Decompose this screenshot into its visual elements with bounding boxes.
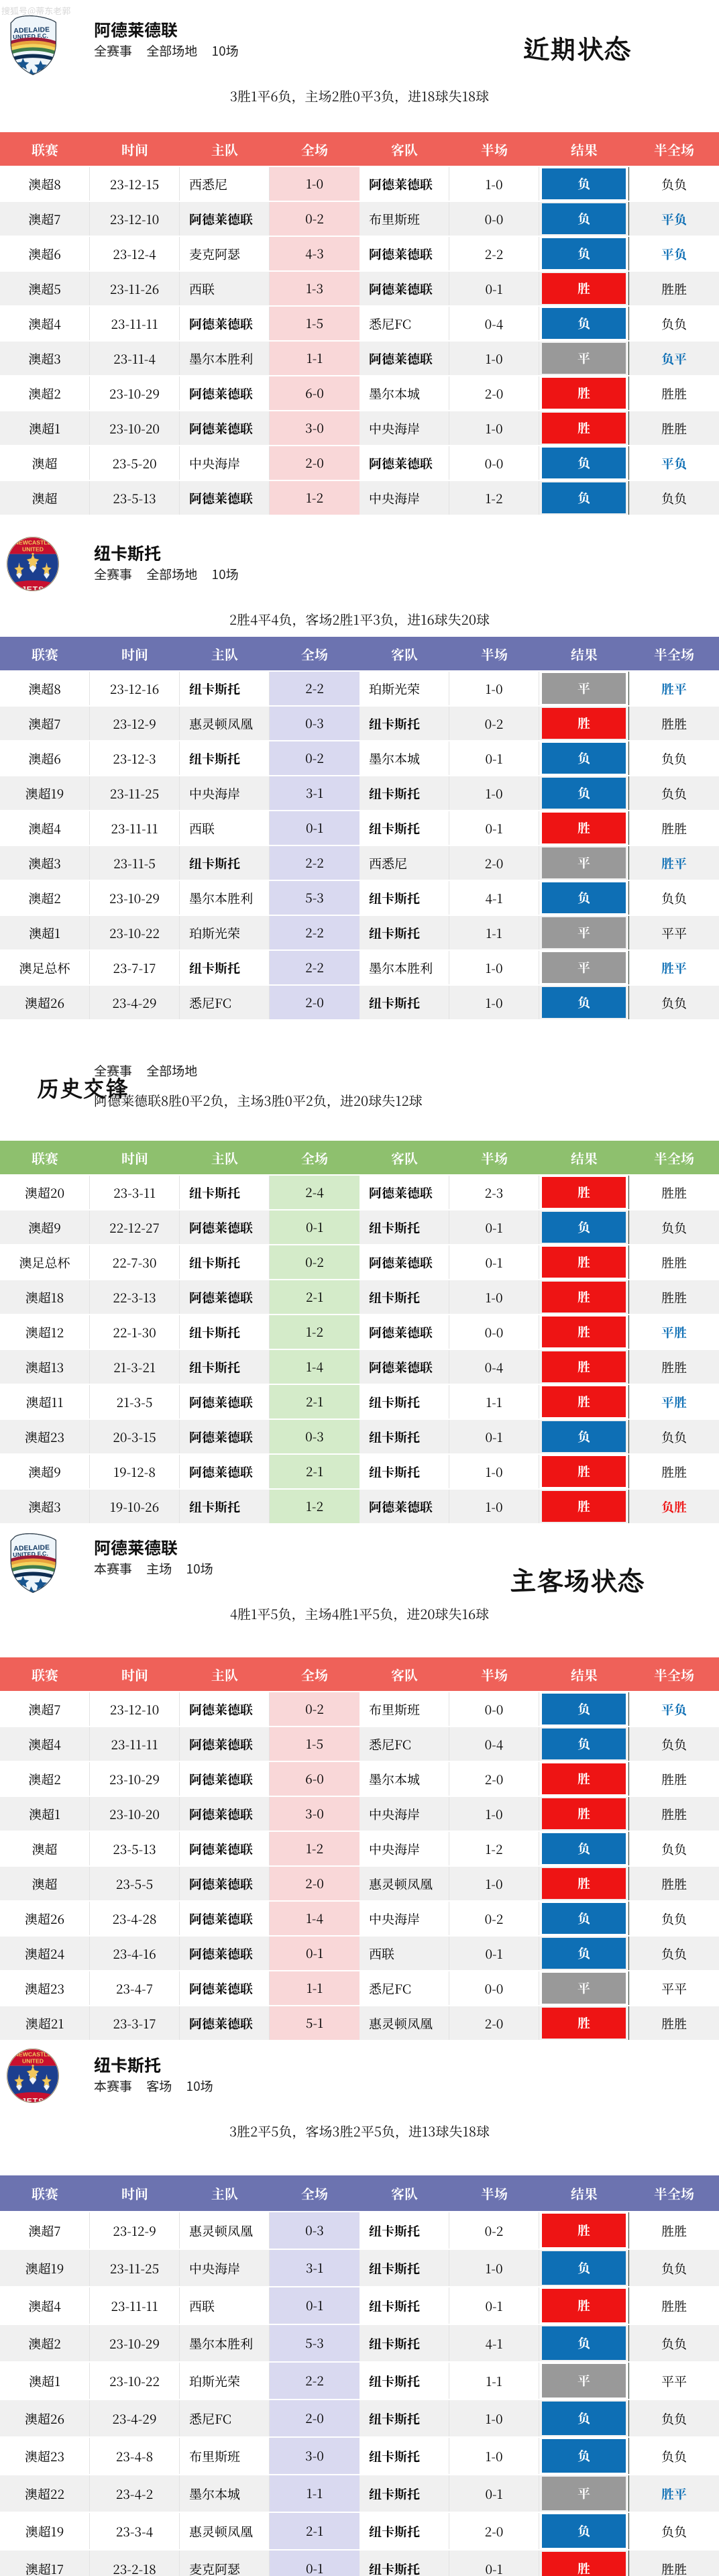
svg-text:UNITED: UNITED xyxy=(22,546,44,553)
svg-text:UNITED: UNITED xyxy=(22,2058,44,2065)
